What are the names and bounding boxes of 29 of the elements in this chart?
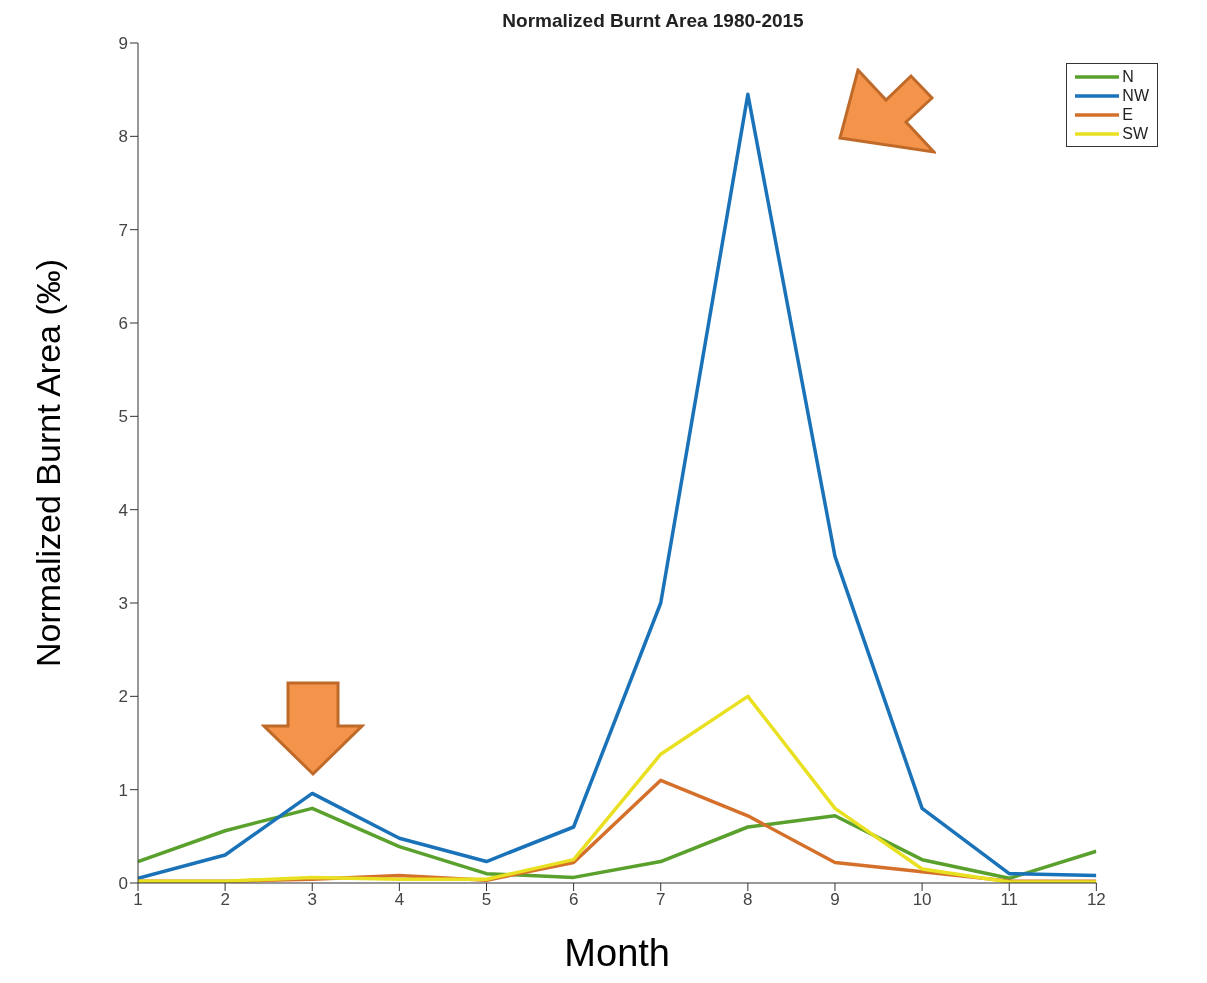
x-tick-label: 7 [656, 890, 666, 910]
y-tick-label: 6 [118, 314, 128, 334]
x-tick-label: 12 [1086, 890, 1106, 910]
y-tick-label: 9 [118, 34, 128, 54]
x-tick-label: 5 [481, 890, 492, 910]
x-tick-label: 10 [912, 890, 932, 910]
legend-label: N [1122, 67, 1134, 86]
x-tick-label: 1 [133, 890, 143, 910]
y-tick-label: 7 [118, 220, 128, 240]
y-tick-label: 1 [118, 780, 128, 800]
legend-label: NW [1122, 86, 1149, 105]
chart-title: Normalized Burnt Area 1980-2015 [501, 10, 805, 32]
y-tick-label: 0 [118, 874, 128, 894]
x-tick-label: 8 [743, 890, 753, 910]
y-tick-label: 2 [118, 687, 128, 707]
x-tick-label: 3 [307, 890, 317, 910]
y-tick-label: 5 [118, 407, 128, 427]
x-tick-label: 4 [394, 890, 405, 910]
x-tick-label: 2 [220, 890, 230, 910]
y-tick-label: 4 [118, 500, 128, 520]
y-axis-title: Normalized Burnt Area (‰) [29, 258, 68, 668]
x-tick-label: 6 [568, 890, 579, 910]
x-tick-label: 9 [830, 890, 840, 910]
x-axis-title: Month [564, 932, 670, 974]
legend-label: E [1122, 105, 1134, 124]
y-tick-label: 3 [118, 594, 128, 614]
legend-label: SW [1122, 124, 1149, 143]
y-tick-label: 8 [118, 127, 128, 147]
x-tick-label: 11 [1000, 890, 1019, 910]
